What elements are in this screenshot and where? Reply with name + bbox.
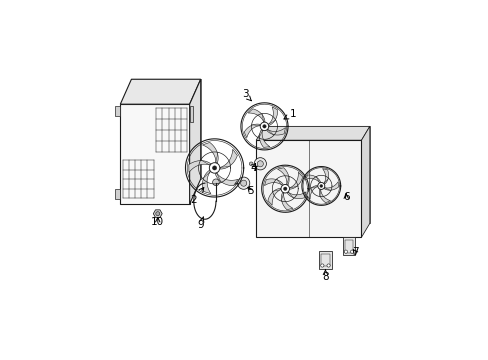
Circle shape [320,264,323,267]
Circle shape [257,161,263,167]
Polygon shape [120,79,200,104]
Polygon shape [266,127,285,135]
Text: 10: 10 [151,217,164,227]
Text: 3: 3 [241,90,251,101]
Polygon shape [202,143,218,163]
Bar [189,105,193,122]
Circle shape [232,181,236,185]
Polygon shape [324,182,338,190]
Text: 9: 9 [197,217,203,230]
Circle shape [254,158,266,170]
Polygon shape [215,173,238,186]
Text: 6: 6 [342,192,349,202]
Polygon shape [281,193,292,210]
Circle shape [212,179,219,186]
Circle shape [209,163,220,173]
Bar [319,251,331,269]
Text: 2: 2 [190,188,203,205]
Circle shape [319,185,322,187]
Polygon shape [120,104,189,204]
Circle shape [344,250,347,253]
Polygon shape [289,172,302,189]
Polygon shape [220,149,237,169]
Bar [115,107,120,116]
Polygon shape [322,169,328,184]
Circle shape [262,125,265,128]
Polygon shape [153,210,162,217]
Polygon shape [189,79,200,204]
Polygon shape [259,130,269,147]
Bar [321,254,329,266]
Polygon shape [361,126,369,237]
Bar [344,240,353,253]
Polygon shape [267,188,280,205]
Circle shape [317,183,324,189]
Circle shape [350,250,353,253]
Text: 8: 8 [322,270,328,283]
Polygon shape [319,189,330,203]
Polygon shape [268,107,277,125]
Circle shape [237,177,249,189]
Polygon shape [286,192,305,199]
Polygon shape [264,179,283,186]
Polygon shape [256,126,369,140]
Polygon shape [248,109,264,122]
Polygon shape [277,168,288,185]
Circle shape [283,187,286,190]
Circle shape [156,212,160,216]
Bar [115,189,120,199]
Text: 1: 1 [284,109,296,119]
Circle shape [326,264,329,267]
Circle shape [249,162,252,166]
Circle shape [281,184,289,193]
Text: 4: 4 [249,163,257,174]
Circle shape [240,180,246,186]
Polygon shape [188,161,210,172]
Text: 7: 7 [351,247,358,257]
Bar [342,237,354,255]
Circle shape [212,166,216,170]
Text: 5: 5 [247,186,253,196]
Polygon shape [306,185,317,199]
Polygon shape [256,140,361,237]
Polygon shape [305,175,320,183]
Circle shape [260,122,268,131]
Polygon shape [202,170,210,194]
Polygon shape [264,126,369,223]
Polygon shape [244,124,260,138]
